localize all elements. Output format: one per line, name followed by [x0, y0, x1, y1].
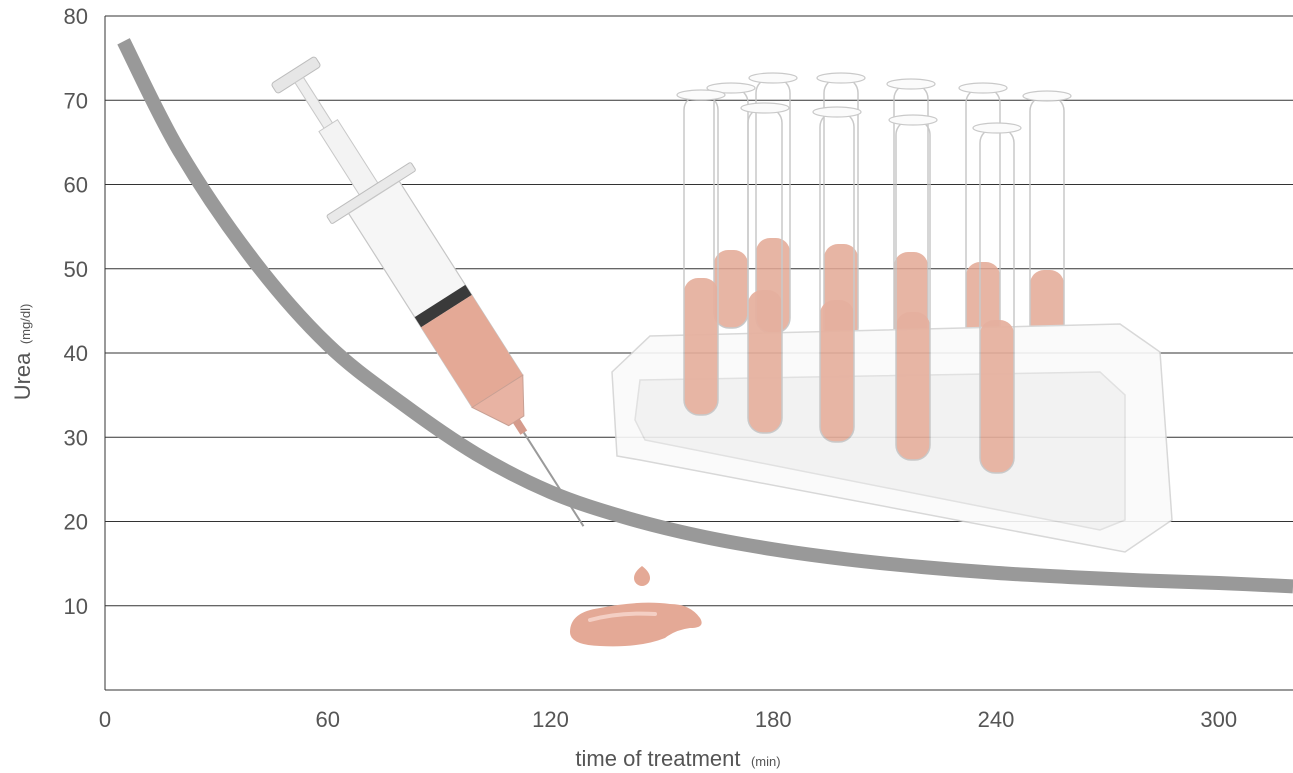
test-tube-rack-icon	[611, 72, 1173, 553]
x-tick-label: 120	[532, 707, 569, 732]
y-tick-label: 20	[64, 510, 88, 535]
y-axis-title: Urea (mg/dl)	[10, 304, 35, 401]
syringe-icon	[271, 56, 585, 527]
x-tick-label: 60	[316, 707, 340, 732]
blood-drop-icon	[634, 566, 650, 586]
series-line	[117, 38, 1293, 594]
x-tick-label: 300	[1200, 707, 1237, 732]
x-axis-unit: (min)	[751, 754, 781, 769]
y-tick-label: 30	[64, 425, 88, 450]
y-tick-label: 40	[64, 341, 88, 366]
axes	[104, 16, 1293, 691]
series-layer	[117, 38, 1293, 594]
y-tick-label: 70	[64, 88, 88, 113]
y-tick-label: 50	[64, 257, 88, 282]
y-tick-labels: 10 20 30 40 50 60 70 80	[64, 4, 88, 619]
blood-puddle	[570, 602, 702, 647]
x-tick-label: 0	[99, 707, 111, 732]
y-tick-label: 80	[64, 4, 88, 29]
y-axis-label: Urea	[10, 352, 35, 400]
y-axis-unit: (mg/dl)	[18, 304, 33, 344]
x-tick-label: 180	[755, 707, 792, 732]
y-tick-label: 60	[64, 173, 88, 198]
background-illustration	[271, 56, 1173, 647]
x-axis-title: time of treatment (min)	[575, 746, 780, 771]
x-axis-label: time of treatment	[575, 746, 740, 771]
y-tick-label: 10	[64, 594, 88, 619]
x-tick-label: 240	[978, 707, 1015, 732]
x-tick-labels: 0 60 120 180 240 300	[99, 707, 1237, 732]
